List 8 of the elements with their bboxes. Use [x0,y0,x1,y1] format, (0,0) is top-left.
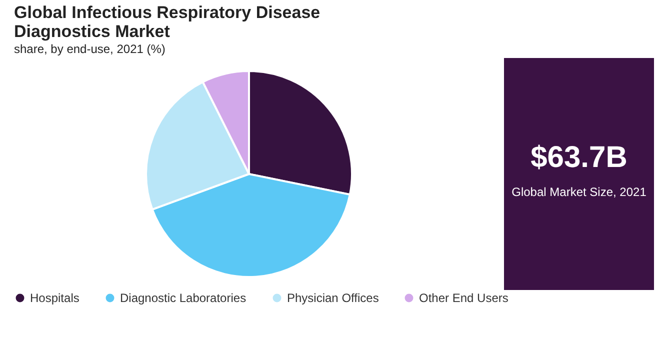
legend-label: Diagnostic Laboratories [120,291,246,305]
legend-label: Physician Offices [287,291,379,305]
chart-title: Global Infectious Respiratory Disease Diagnostics Market [14,3,320,41]
chart-subtitle: share, by end-use, 2021 (%) [14,42,166,56]
text: Global Market Size, 2021 [512,185,647,199]
legend-label: Other End Users [419,291,508,305]
text: $63.7B [530,141,628,174]
legend-label: Hospitals [30,291,80,305]
